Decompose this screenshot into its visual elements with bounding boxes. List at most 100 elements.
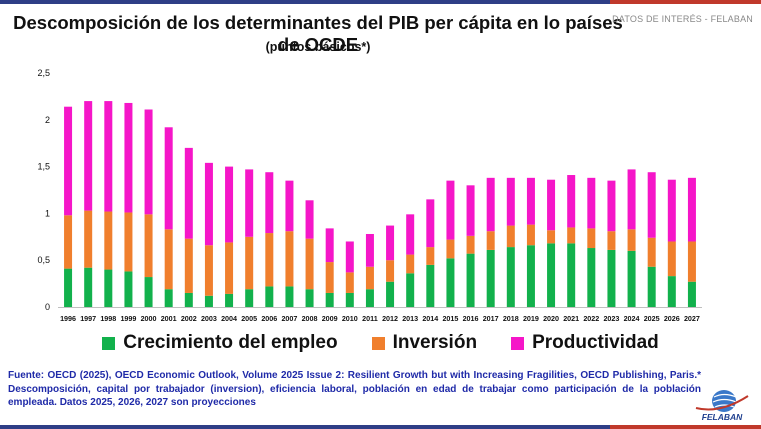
bar-segment-inversion-2027: [687, 241, 696, 282]
legend-item-productividad: Productividad: [511, 332, 659, 354]
x-tick-label: 2026: [664, 314, 680, 323]
x-tick-label: 2013: [402, 314, 418, 323]
bar-segment-inversion-2005: [245, 236, 254, 290]
bar-segment-inversion-2011: [365, 266, 374, 290]
legend-swatch-empleo: [102, 336, 116, 350]
bar-segment-productividad-2007: [285, 180, 294, 232]
x-tick-label: 2017: [483, 314, 499, 323]
bar-segment-inversion-2000: [144, 214, 153, 278]
bar-segment-empleo-2022: [587, 248, 596, 307]
bar-segment-empleo-2007: [285, 286, 294, 307]
bar-segment-productividad-2022: [587, 177, 596, 229]
x-tick-label: 2000: [141, 314, 157, 323]
bar-segment-empleo-2027: [687, 281, 696, 307]
y-tick-label: 2,5: [37, 68, 50, 78]
legend-label-productividad: Productividad: [532, 332, 659, 353]
x-tick-label: 2012: [382, 314, 398, 323]
y-tick-label: 1: [45, 208, 50, 218]
bar-segment-inversion-2019: [526, 224, 535, 246]
legend-swatch-inversion: [371, 336, 385, 350]
x-tick-label: 2015: [442, 314, 458, 323]
bar-segment-inversion-2025: [647, 237, 656, 267]
bar-segment-productividad-2010: [345, 241, 354, 273]
x-tick-label: 2014: [422, 314, 438, 323]
source-note: Fuente: OECD (2025), OECD Economic Outlo…: [8, 370, 701, 409]
bar-segment-productividad-2020: [547, 179, 556, 231]
bar-segment-productividad-2006: [265, 172, 274, 234]
x-tick-label: 2021: [563, 314, 579, 323]
bar-segment-productividad-2023: [607, 180, 616, 232]
bar-segment-empleo-2019: [526, 245, 535, 307]
x-tick-label: 2020: [543, 314, 559, 323]
bar-segment-empleo-2017: [486, 249, 495, 307]
bar-segment-empleo-2002: [184, 292, 193, 307]
bar-segment-inversion-2004: [225, 242, 234, 294]
x-tick-label: 2022: [583, 314, 599, 323]
bar-segment-empleo-2024: [627, 250, 636, 307]
bar-segment-productividad-2005: [245, 169, 254, 237]
bar-segment-inversion-2001: [164, 229, 173, 290]
x-tick-label: 1997: [80, 314, 96, 323]
x-tick-label: 1996: [60, 314, 76, 323]
bar-segment-productividad-1999: [124, 102, 133, 213]
bar-segment-inversion-1996: [64, 215, 73, 269]
bar-segment-productividad-1996: [64, 106, 73, 216]
chart-legend: Crecimiento del empleo Inversión Product…: [0, 332, 761, 354]
legend-item-empleo: Crecimiento del empleo: [102, 332, 338, 354]
bar-segment-inversion-2012: [386, 260, 395, 282]
bar-segment-empleo-2013: [406, 273, 415, 307]
bar-segment-empleo-2004: [225, 293, 234, 307]
bar-segment-inversion-2017: [486, 231, 495, 250]
x-tick-label: 2009: [322, 314, 338, 323]
bar-segment-inversion-2002: [184, 238, 193, 293]
legend-item-inversion: Inversión: [371, 332, 477, 354]
x-tick-label: 2016: [463, 314, 479, 323]
x-tick-label: 2018: [503, 314, 519, 323]
chart-title: Descomposición de los determinantes del …: [13, 12, 623, 55]
x-tick-label: 2019: [523, 314, 539, 323]
bar-segment-productividad-2002: [184, 147, 193, 239]
bar-segment-productividad-1998: [104, 101, 113, 212]
bar-segment-productividad-2021: [567, 175, 576, 228]
header-tag: DATOS DE INTERÉS - FELABAN: [612, 14, 753, 24]
bar-segment-inversion-1999: [124, 212, 133, 272]
bar-segment-inversion-2009: [325, 262, 334, 293]
bar-segment-inversion-2022: [587, 228, 596, 249]
bar-segment-empleo-2011: [365, 289, 374, 307]
x-tick-label: 2001: [161, 314, 177, 323]
bar-segment-empleo-2023: [607, 249, 616, 307]
bar-segment-productividad-2011: [365, 233, 374, 267]
bar-segment-empleo-2018: [506, 247, 515, 307]
bar-segment-empleo-2014: [426, 264, 435, 307]
bar-segment-empleo-2001: [164, 289, 173, 307]
x-tick-label: 2024: [624, 314, 640, 323]
x-tick-label: 1999: [120, 314, 136, 323]
bar-segment-empleo-2021: [567, 243, 576, 307]
bar-segment-inversion-2006: [265, 233, 274, 287]
bar-segment-productividad-2012: [386, 225, 395, 261]
bar-segment-inversion-2026: [667, 241, 676, 277]
bar-segment-empleo-2010: [345, 292, 354, 307]
bar-segment-empleo-2006: [265, 286, 274, 307]
x-tick-label: 2027: [684, 314, 700, 323]
bar-segment-productividad-2009: [325, 228, 334, 263]
bar-segment-empleo-2005: [245, 289, 254, 307]
bar-segment-empleo-2012: [386, 281, 395, 307]
bar-segment-productividad-2026: [667, 179, 676, 242]
bar-segment-inversion-2015: [446, 239, 455, 259]
bar-segment-empleo-1996: [64, 268, 73, 307]
bar-segment-productividad-2025: [647, 172, 656, 238]
bar-segment-productividad-2008: [305, 200, 314, 239]
bar-segment-empleo-2020: [547, 243, 556, 307]
x-tick-label: 2003: [201, 314, 217, 323]
y-tick-label: 0,5: [37, 255, 50, 265]
bar-segment-inversion-2003: [204, 245, 213, 296]
bar-segment-inversion-2013: [406, 254, 415, 274]
bar-segment-empleo-2015: [446, 258, 455, 307]
x-tick-label: 2002: [181, 314, 197, 323]
bar-segment-productividad-2001: [164, 127, 173, 230]
bar-segment-empleo-1998: [104, 269, 113, 307]
bar-segment-productividad-2017: [486, 177, 495, 232]
bar-segment-inversion-2018: [506, 225, 515, 248]
bar-segment-productividad-2016: [466, 185, 475, 236]
